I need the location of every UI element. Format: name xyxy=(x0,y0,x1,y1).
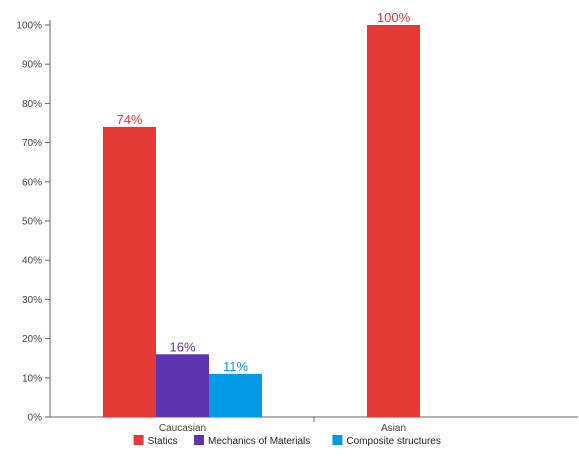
data-labels: 74% 16% 11% 100% xyxy=(116,10,410,374)
legend-label: Composite structures xyxy=(346,436,440,447)
y-tick-label: 60% xyxy=(22,177,42,188)
bar xyxy=(156,354,209,417)
legend-swatch xyxy=(332,435,342,445)
y-tick-label: 10% xyxy=(22,373,42,384)
y-tick-label: 80% xyxy=(22,99,42,110)
data-label: 100% xyxy=(377,10,411,25)
bar xyxy=(367,25,420,417)
y-tick-label: 20% xyxy=(22,334,42,345)
legend-label: Statics xyxy=(148,436,178,447)
bar xyxy=(209,374,262,417)
y-tick-label: 70% xyxy=(22,138,42,149)
legend-swatch xyxy=(134,435,144,445)
y-tick-label: 30% xyxy=(22,295,42,306)
bar xyxy=(103,127,156,417)
legend-swatch xyxy=(194,435,204,445)
y-tick-label: 90% xyxy=(22,60,42,71)
x-category-label: Caucasian xyxy=(159,423,206,434)
y-tick-label: 0% xyxy=(28,413,43,424)
y-tick-label: 100% xyxy=(16,21,42,32)
y-tick-label: 40% xyxy=(22,256,42,267)
y-axis: 0% 10% 20% 30% 40% 50% 60% 70% 80% 90% 100% xyxy=(16,20,50,424)
legend-label: Mechanics of Materials xyxy=(208,436,310,447)
data-label: 16% xyxy=(169,339,195,354)
x-axis: Caucasian Asian xyxy=(50,417,578,434)
data-label: 11% xyxy=(223,359,248,374)
bars xyxy=(103,25,420,417)
y-tick-label: 50% xyxy=(22,217,42,228)
x-category-label: Asian xyxy=(381,423,406,434)
legend: Statics Mechanics of Materials Composite s… xyxy=(134,435,441,447)
data-label: 74% xyxy=(116,112,142,127)
